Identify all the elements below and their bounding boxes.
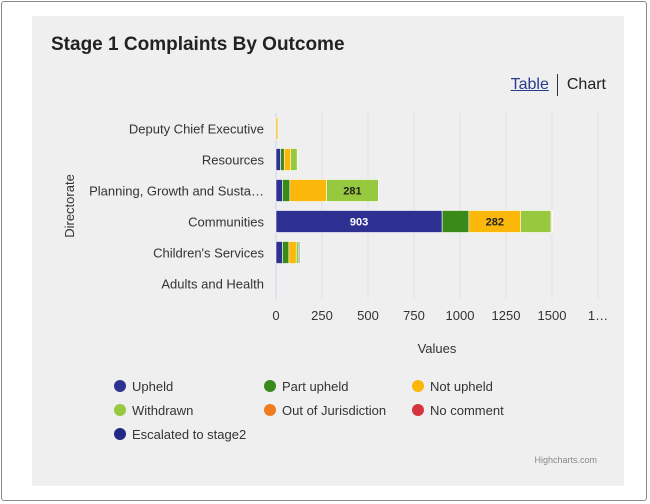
view-toggle: Table Chart [511, 74, 606, 96]
legend-marker [264, 404, 276, 416]
x-axis-title: Values [418, 341, 457, 356]
chart-title: Stage 1 Complaints By Outcome [51, 34, 345, 55]
data-label: 282 [486, 217, 504, 229]
legend-label: Withdrawn [132, 403, 193, 418]
category-label: Deputy Chief Executive [129, 122, 264, 137]
x-tick-label: 0 [272, 308, 279, 323]
legend-label: Part upheld [282, 379, 349, 394]
legend-marker [264, 380, 276, 392]
tab-table[interactable]: Table [510, 76, 549, 93]
category-label: Children's Services [153, 246, 264, 261]
legend-marker [114, 428, 126, 440]
toggle-divider [556, 74, 558, 96]
bar-segment [275, 148, 281, 171]
legend-marker [114, 380, 126, 392]
bar-segment [283, 148, 292, 171]
bar-segment [295, 241, 300, 264]
data-label: 281 [343, 186, 361, 198]
credits-link[interactable]: Highcharts.com [534, 455, 597, 465]
x-tick-label: 1… [588, 308, 608, 323]
x-tick-label: 1000 [446, 308, 475, 323]
legend-label: Escalated to stage2 [132, 427, 246, 442]
legend-marker [412, 404, 424, 416]
y-axis-title: Directorate [62, 174, 77, 238]
category-label: Communities [188, 215, 264, 230]
bar-segment [282, 179, 291, 202]
bar-segment [326, 179, 379, 202]
bar-chart: 0 250 500 750 1000 1250 1500 1… Deputy Chief Exe… [62, 113, 608, 442]
x-tick-label: 1500 [538, 308, 567, 323]
bar-segment [280, 148, 285, 171]
legend-label: No comment [430, 403, 504, 418]
chart-panel: Stage 1 Complaints By Outcome Table Char… [32, 16, 624, 486]
bar-segment [298, 241, 301, 264]
x-tick-label: 500 [357, 308, 379, 323]
category-label: Planning, Growth and Susta… [89, 184, 264, 199]
bar-segment [288, 241, 297, 264]
legend-label: Out of Jurisdiction [282, 403, 386, 418]
category-label: Adults and Health [161, 277, 264, 292]
tab-chart[interactable]: Chart [566, 76, 606, 93]
bar-segment [290, 148, 298, 171]
legend-label: Upheld [132, 379, 173, 394]
bar-segment [551, 210, 553, 233]
bar-segment [289, 179, 327, 202]
bar-segment [520, 210, 552, 233]
x-tick-label: 1250 [492, 308, 521, 323]
x-tick-label: 250 [311, 308, 333, 323]
bar-segment [441, 210, 470, 233]
data-label: 903 [350, 217, 368, 229]
x-tick-label: 750 [403, 308, 425, 323]
bar-segment [275, 179, 283, 202]
bar-segment [282, 241, 290, 264]
category-label: Resources [202, 153, 265, 168]
bar-segment [275, 241, 283, 264]
legend-label: Not upheld [430, 379, 493, 394]
bar-segment [275, 117, 279, 140]
legend-marker [114, 404, 126, 416]
legend-marker [412, 380, 424, 392]
